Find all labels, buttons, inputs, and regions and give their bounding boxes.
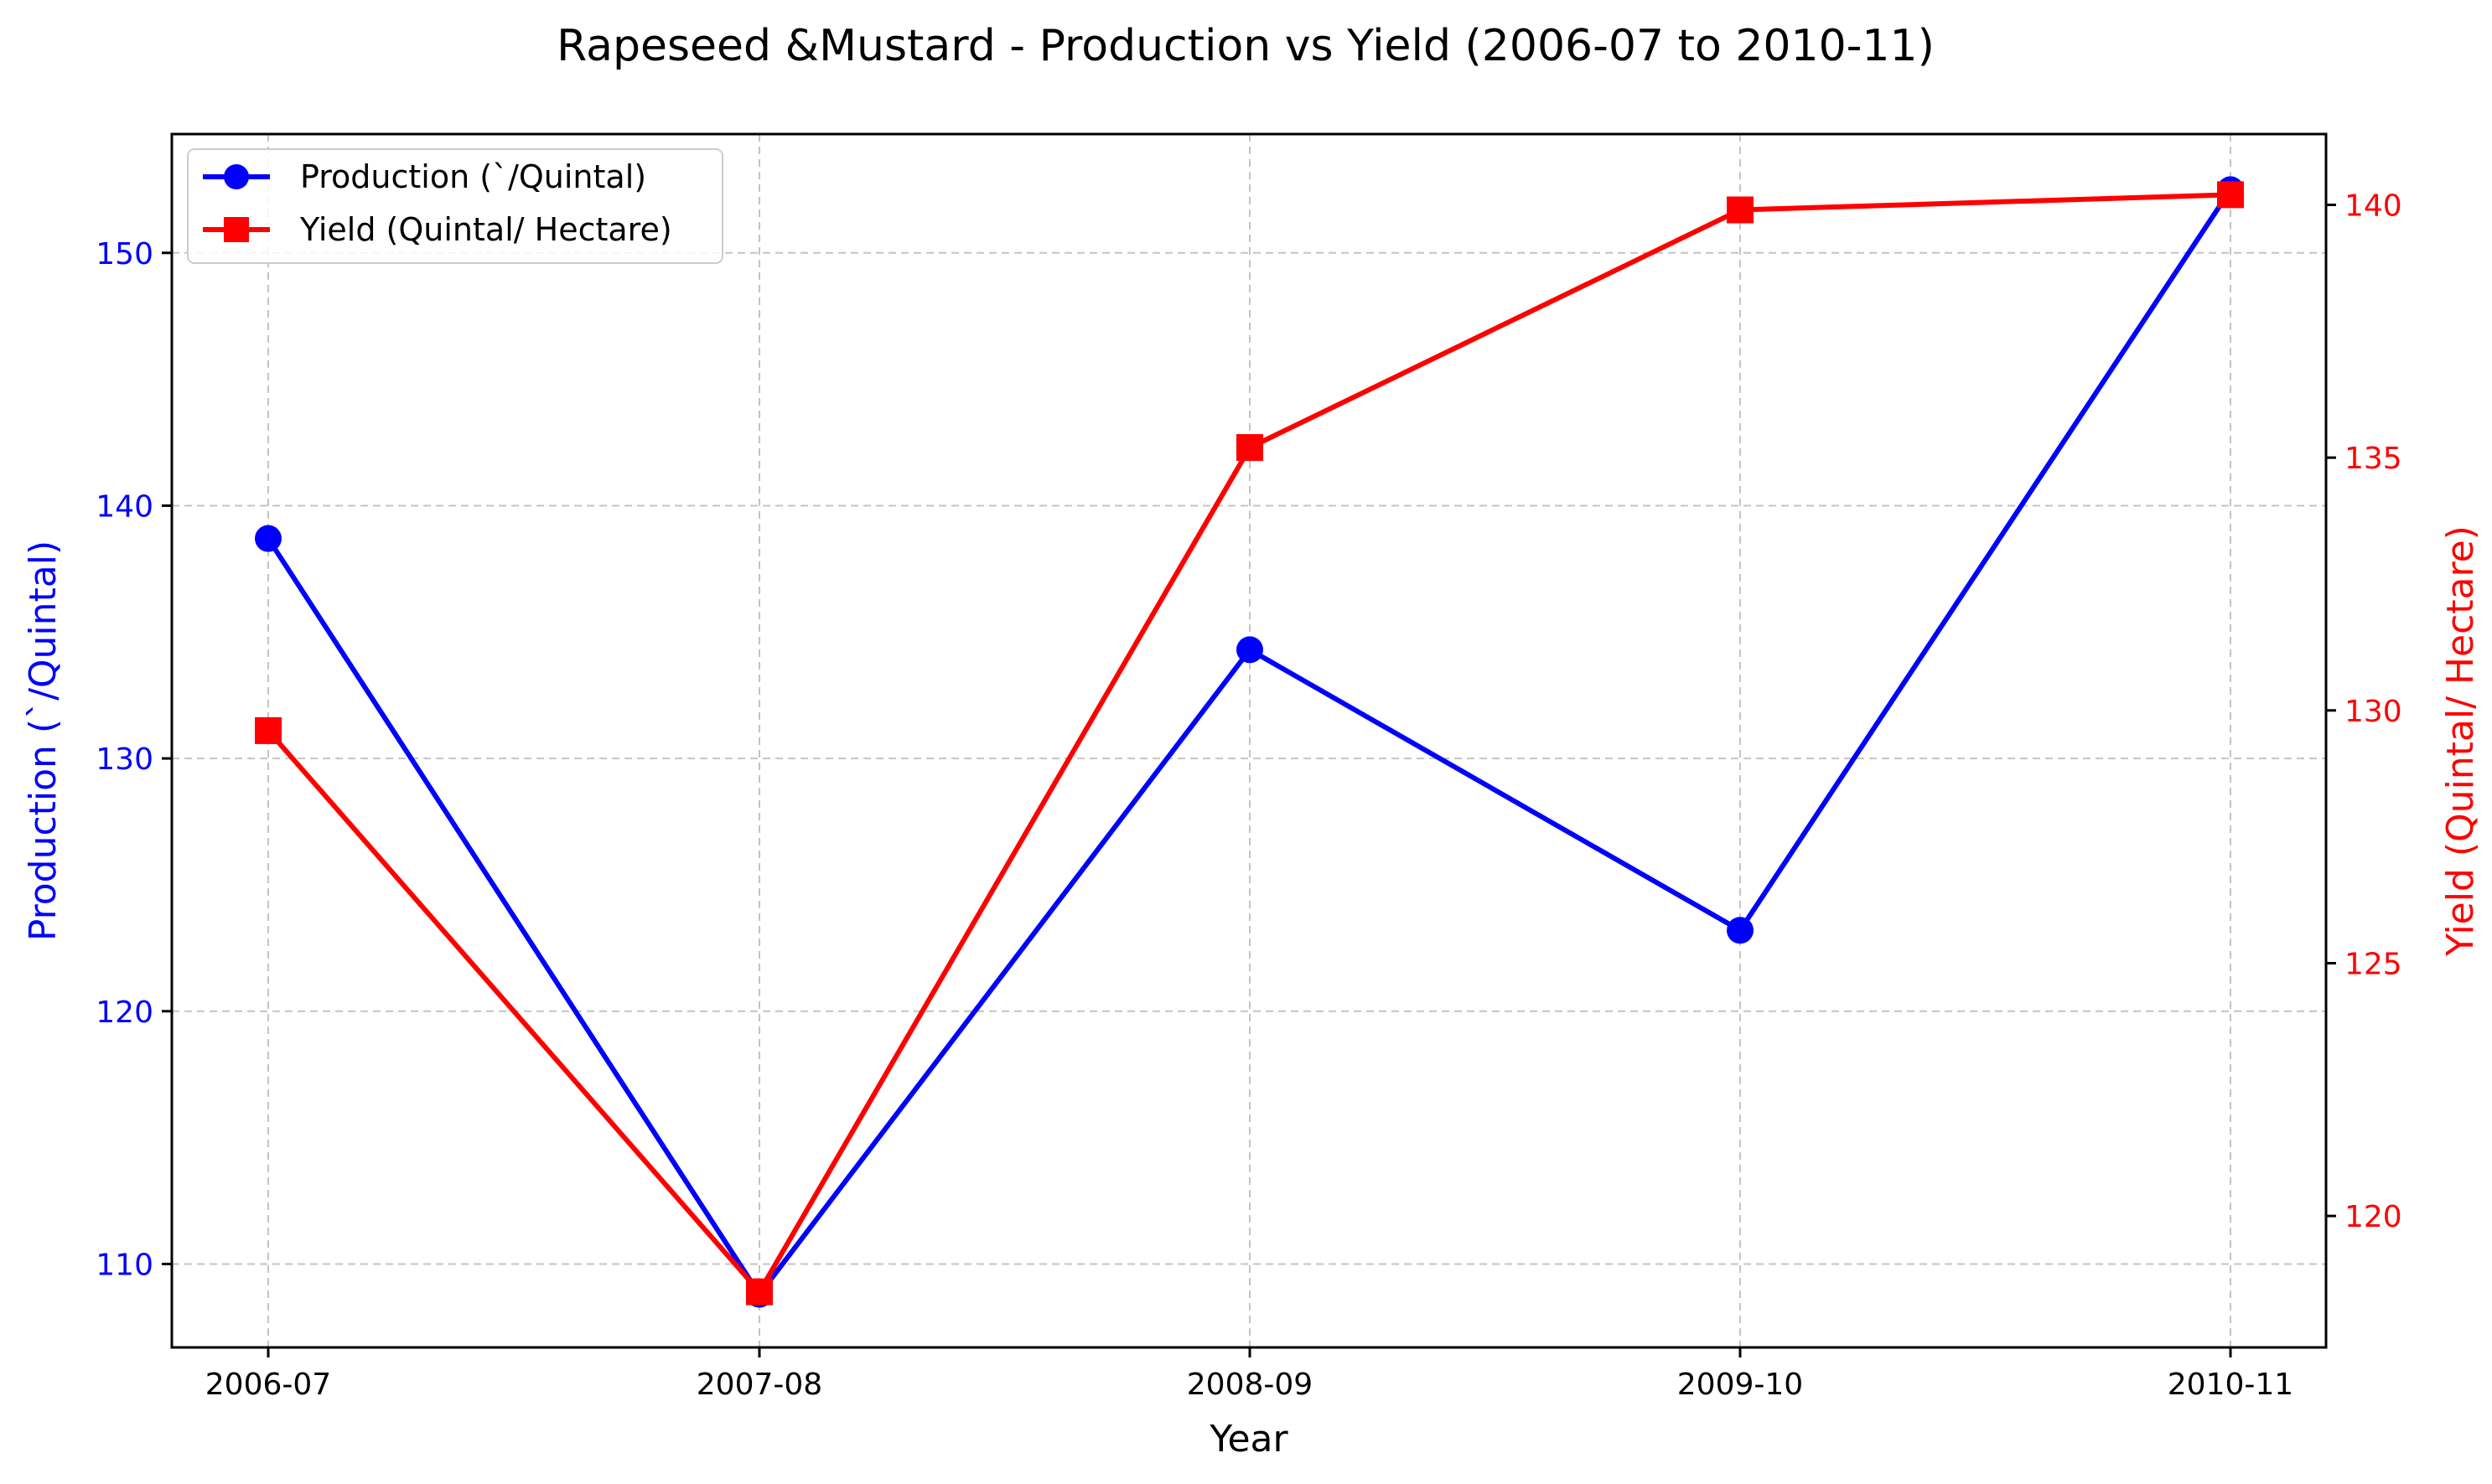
legend-box: [187, 148, 723, 264]
x-tick-label: 2009-10: [1677, 1368, 1803, 1402]
y-left-tick-label: 110: [96, 1248, 153, 1282]
y-left-tick-label: 150: [96, 237, 153, 271]
x-axis: 2006-07 2007-08 2008-09 2009-10 2010-11: [205, 1347, 2293, 1402]
x-axis-label: Year: [1209, 1418, 1288, 1461]
data-point-production: [1727, 917, 1754, 944]
legend-label-production: Production (`/Quintal): [300, 158, 646, 195]
data-point-production: [255, 525, 282, 552]
y-left-tick-label: 120: [96, 995, 153, 1030]
legend-marker-yield: [224, 217, 249, 242]
y-right-tick-label: 140: [2344, 189, 2402, 223]
legend: Production (`/Quintal) Yield (Quintal/ H…: [187, 148, 723, 264]
legend-marker-production: [224, 164, 249, 189]
y-right-tick-label: 120: [2344, 1200, 2402, 1234]
x-tick-label: 2010-11: [2168, 1368, 2293, 1402]
x-tick-label: 2007-08: [697, 1368, 822, 1402]
data-point-yield: [746, 1278, 773, 1306]
y-right-axis: 120 125 130 135 140: [2326, 189, 2402, 1234]
data-point-production: [1236, 636, 1263, 664]
legend-label-yield: Yield (Quintal/ Hectare): [299, 211, 672, 248]
y-right-axis-label: Yield (Quintal/ Hectare): [2439, 525, 2482, 957]
y-right-tick-label: 130: [2344, 695, 2402, 729]
data-point-yield: [2217, 181, 2244, 209]
data-point-yield: [255, 716, 282, 744]
x-tick-label: 2006-07: [205, 1368, 331, 1402]
x-tick-label: 2008-09: [1187, 1368, 1313, 1402]
y-left-axis: 110 120 130 140 150: [96, 237, 172, 1282]
y-left-axis-label: Production (`/Quintal): [22, 540, 65, 941]
y-right-tick-label: 125: [2344, 947, 2402, 981]
y-left-tick-label: 130: [96, 742, 153, 777]
y-left-tick-label: 140: [96, 489, 153, 524]
chart-title: Rapeseed &Mustard - Production vs Yield …: [557, 21, 1935, 71]
data-point-yield: [1236, 434, 1263, 462]
y-right-tick-label: 135: [2344, 442, 2402, 476]
data-point-yield: [1727, 196, 1754, 224]
series-layer: [255, 176, 2244, 1308]
